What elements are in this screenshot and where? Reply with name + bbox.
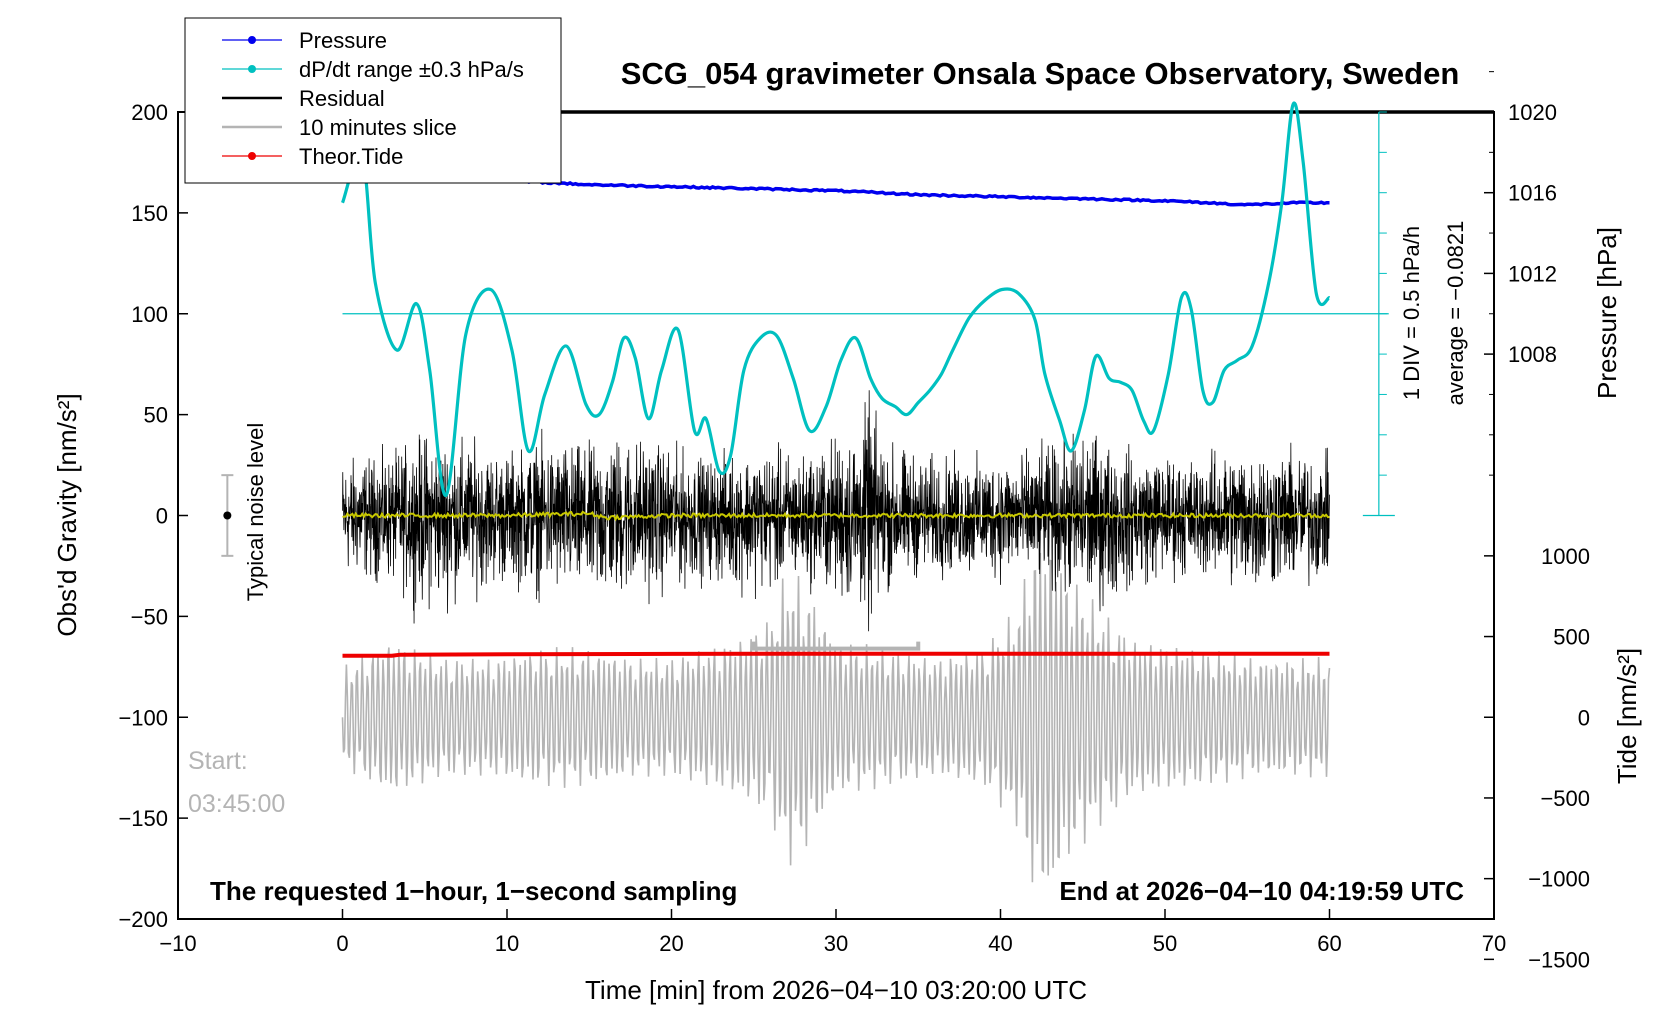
tide-axis-title: Tide [nm/s²]	[1612, 648, 1642, 784]
legend-entry: Theor.Tide	[222, 144, 403, 169]
series-layer	[221, 101, 1395, 883]
y-tick-label: −100	[118, 705, 168, 730]
tide-tick-label: 0	[1578, 705, 1590, 730]
residual-series-line	[342, 390, 1330, 632]
noise-label: Typical noise level	[243, 423, 268, 602]
tide-axis-ticks: −1500 −1000 −500 0 500 1000	[1484, 544, 1590, 972]
y-tick-label: 50	[144, 403, 168, 428]
pressure-tick-label: 1012	[1508, 261, 1557, 286]
noise-bar	[221, 474, 234, 557]
rate-label: 1 DIV = 0.5 hPa/h	[1399, 226, 1424, 400]
tide-tick-label: 1000	[1541, 544, 1590, 569]
bottom-right-note: End at 2026−04−10 04:19:59 UTC	[1059, 876, 1464, 906]
legend-entry: 10 minutes slice	[222, 115, 457, 140]
x-axis-title: Time [min] from 2026−04−10 03:20:00 UTC	[585, 975, 1087, 1005]
x-tick-label: 10	[495, 931, 519, 956]
x-tick-label: 70	[1482, 931, 1506, 956]
dpdt-series-line	[340, 101, 1332, 497]
annotations-layer: Typical noise level 1 DIV = 0.5 hPa/h av…	[188, 221, 1468, 906]
legend-label: Pressure	[299, 28, 387, 53]
x-tick-label: −10	[159, 931, 196, 956]
pressure-tick-label: 1016	[1508, 181, 1557, 206]
start-label: Start:	[188, 747, 248, 775]
y-tick-label: −150	[118, 806, 168, 831]
tide-series-line	[342, 651, 1330, 658]
legend-entry: dP/dt range ±0.3 hPa/s	[222, 57, 524, 82]
legend-swatch-dot	[248, 36, 256, 44]
slice-series-line	[341, 552, 1331, 883]
y-tick-label: −50	[131, 604, 168, 629]
legend: Pressure dP/dt range ±0.3 hPa/s Residual 10…	[184, 17, 562, 184]
y-tick-label: 150	[131, 201, 168, 226]
x-tick-label: 20	[659, 931, 683, 956]
y-tick-label: 100	[131, 302, 168, 327]
legend-entry: Residual	[222, 86, 385, 111]
y-tick-label: −200	[118, 907, 168, 932]
chart-title: SCG_054 gravimeter Onsala Space Observat…	[621, 56, 1460, 91]
legend-entry: Pressure	[222, 28, 387, 53]
pressure-axis-ticks: 1008 1012 1016 1020	[1484, 71, 1557, 476]
x-tick-label: 40	[988, 931, 1012, 956]
legend-label: Theor.Tide	[299, 144, 403, 169]
average-label: average = −0.0821	[1443, 221, 1468, 406]
y-tick-label: 200	[131, 100, 168, 125]
x-axis-ticks: −10 0 10 20 30 40 50 60 70	[159, 909, 1506, 956]
x-tick-label: 60	[1317, 931, 1341, 956]
x-tick-label: 0	[336, 931, 348, 956]
x-tick-label: 50	[1153, 931, 1177, 956]
smoothed-residual-line	[342, 510, 1330, 522]
noise-bar-dot	[223, 511, 232, 520]
x-tick-label: 30	[824, 931, 848, 956]
tide-tick-label: −1000	[1528, 867, 1590, 892]
start-time-label: 03:45:00	[188, 790, 285, 818]
legend-label: dP/dt range ±0.3 hPa/s	[299, 57, 524, 82]
y-axis-ticks: −200 −150 −100 −50 0 50 100 150 200	[118, 100, 188, 932]
legend-swatch-dot	[248, 65, 256, 73]
y-tick-label: 0	[156, 504, 168, 529]
slice-bracket	[751, 641, 921, 651]
pressure-axis-title: Pressure [hPa]	[1592, 227, 1622, 399]
legend-label: Residual	[299, 86, 385, 111]
bottom-left-note: The requested 1−hour, 1−second sampling	[210, 876, 737, 906]
tide-tick-label: −1500	[1528, 947, 1590, 972]
pressure-tick-label: 1020	[1508, 100, 1557, 125]
tide-tick-label: −500	[1540, 786, 1590, 811]
pressure-tick-label: 1008	[1508, 342, 1557, 367]
tide-tick-label: 500	[1553, 625, 1590, 650]
legend-label: 10 minutes slice	[299, 115, 457, 140]
y-axis-title: Obs'd Gravity [nm/s²]	[52, 393, 82, 636]
legend-swatch-dot	[248, 152, 256, 160]
